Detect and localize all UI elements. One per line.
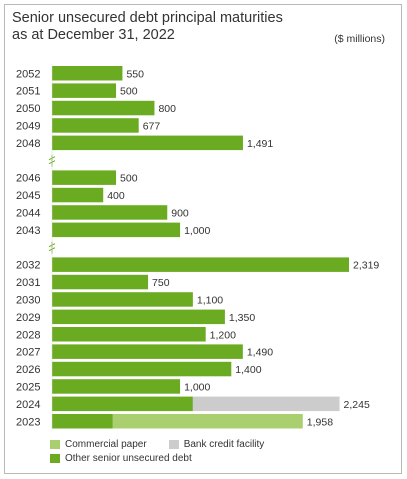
category-label-2030: 2030	[16, 294, 40, 306]
value-label-2052: 550	[126, 68, 144, 80]
bar-2050-other-senior-unsecured-debt	[52, 100, 155, 116]
bar-2051-other-senior-unsecured-debt	[52, 83, 117, 98]
bar-2045-other-senior-unsecured-debt	[52, 187, 104, 203]
value-label-2045: 400	[107, 190, 125, 202]
chart-title: Senior unsecured debt principal maturiti…	[12, 10, 332, 44]
value-label-2026: 1,400	[235, 364, 261, 376]
legend: Commercial paper Bank credit facility Ot…	[50, 437, 286, 465]
value-label-2044: 900	[171, 207, 189, 219]
category-label-2029: 2029	[16, 312, 40, 324]
bar-2025-other-senior-unsecured-debt	[52, 379, 181, 394]
category-label-2049: 2049	[16, 120, 40, 132]
chart-title-line2: as at December 31, 2022	[12, 27, 175, 43]
bar-2044-other-senior-unsecured-debt	[52, 205, 168, 220]
value-label-2049: 677	[143, 120, 161, 132]
chart-frame	[4, 4, 402, 474]
category-label-2031: 2031	[16, 277, 40, 289]
bar-2046-other-senior-unsecured-debt	[52, 170, 117, 185]
value-label-2031: 750	[152, 277, 170, 289]
category-label-2026: 2026	[16, 364, 40, 376]
bar-2024-other-senior-unsecured-debt	[52, 396, 193, 412]
category-label-2043: 2043	[16, 225, 40, 237]
category-label-2025: 2025	[16, 381, 40, 393]
bar-2023-commercial-paper	[112, 414, 303, 429]
category-label-2052: 2052	[16, 68, 40, 80]
legend-swatch-commercial-paper	[50, 439, 60, 449]
value-label-2048: 1,491	[247, 138, 273, 150]
bar-2031-other-senior-unsecured-debt	[52, 274, 149, 290]
value-label-2024: 2,245	[344, 399, 370, 411]
category-label-2027: 2027	[16, 347, 40, 359]
value-label-2029: 1,350	[229, 312, 255, 324]
legend-swatch-bank-credit-facility	[168, 439, 179, 449]
value-label-2028: 1,200	[210, 329, 236, 341]
category-label-2024: 2024	[16, 399, 40, 411]
bar-2043-other-senior-unsecured-debt	[52, 222, 181, 238]
value-label-2023: 1,958	[307, 416, 333, 428]
bar-2027-other-senior-unsecured-debt	[52, 344, 243, 359]
value-label-2025: 1,000	[184, 381, 210, 393]
bar-2049-other-senior-unsecured-debt	[52, 118, 139, 133]
value-label-2027: 1,490	[247, 347, 273, 359]
category-label-2050: 2050	[16, 103, 40, 115]
category-label-2045: 2045	[16, 190, 40, 202]
bar-2032-other-senior-unsecured-debt	[52, 257, 349, 272]
units-label: ($ millions)	[334, 33, 385, 45]
chart-title-line1: Senior unsecured debt principal maturiti…	[12, 10, 283, 26]
value-label-2046: 500	[120, 173, 138, 185]
value-label-2043: 1,000	[184, 225, 210, 237]
value-label-2050: 800	[158, 103, 176, 115]
bar-2024-bank-credit-facility	[192, 396, 340, 412]
bar-2028-other-senior-unsecured-debt	[52, 327, 206, 342]
bar-2023-other-senior-unsecured-debt	[52, 414, 113, 429]
legend-swatch-other-debt	[50, 453, 60, 463]
category-label-2023: 2023	[16, 416, 40, 428]
legend-label-other-debt: Other senior unsecured debt	[65, 452, 192, 464]
legend-label-bank-credit-facility: Bank credit facility	[183, 438, 265, 450]
category-label-2051: 2051	[16, 86, 40, 98]
category-label-2046: 2046	[16, 173, 40, 185]
value-label-2051: 500	[120, 86, 138, 98]
category-label-2044: 2044	[16, 207, 40, 219]
category-label-2048: 2048	[16, 138, 40, 150]
bar-2030-other-senior-unsecured-debt	[52, 292, 193, 307]
bar-2048-other-senior-unsecured-debt	[52, 135, 243, 151]
bar-2029-other-senior-unsecured-debt	[52, 309, 225, 325]
legend-label-commercial-paper: Commercial paper	[65, 438, 147, 450]
value-label-2030: 1,100	[197, 294, 223, 306]
value-label-2032: 2,319	[353, 260, 379, 272]
category-label-2032: 2032	[16, 260, 40, 272]
bar-2052-other-senior-unsecured-debt	[52, 66, 123, 81]
bar-2026-other-senior-unsecured-debt	[52, 361, 232, 377]
category-label-2028: 2028	[16, 329, 40, 341]
